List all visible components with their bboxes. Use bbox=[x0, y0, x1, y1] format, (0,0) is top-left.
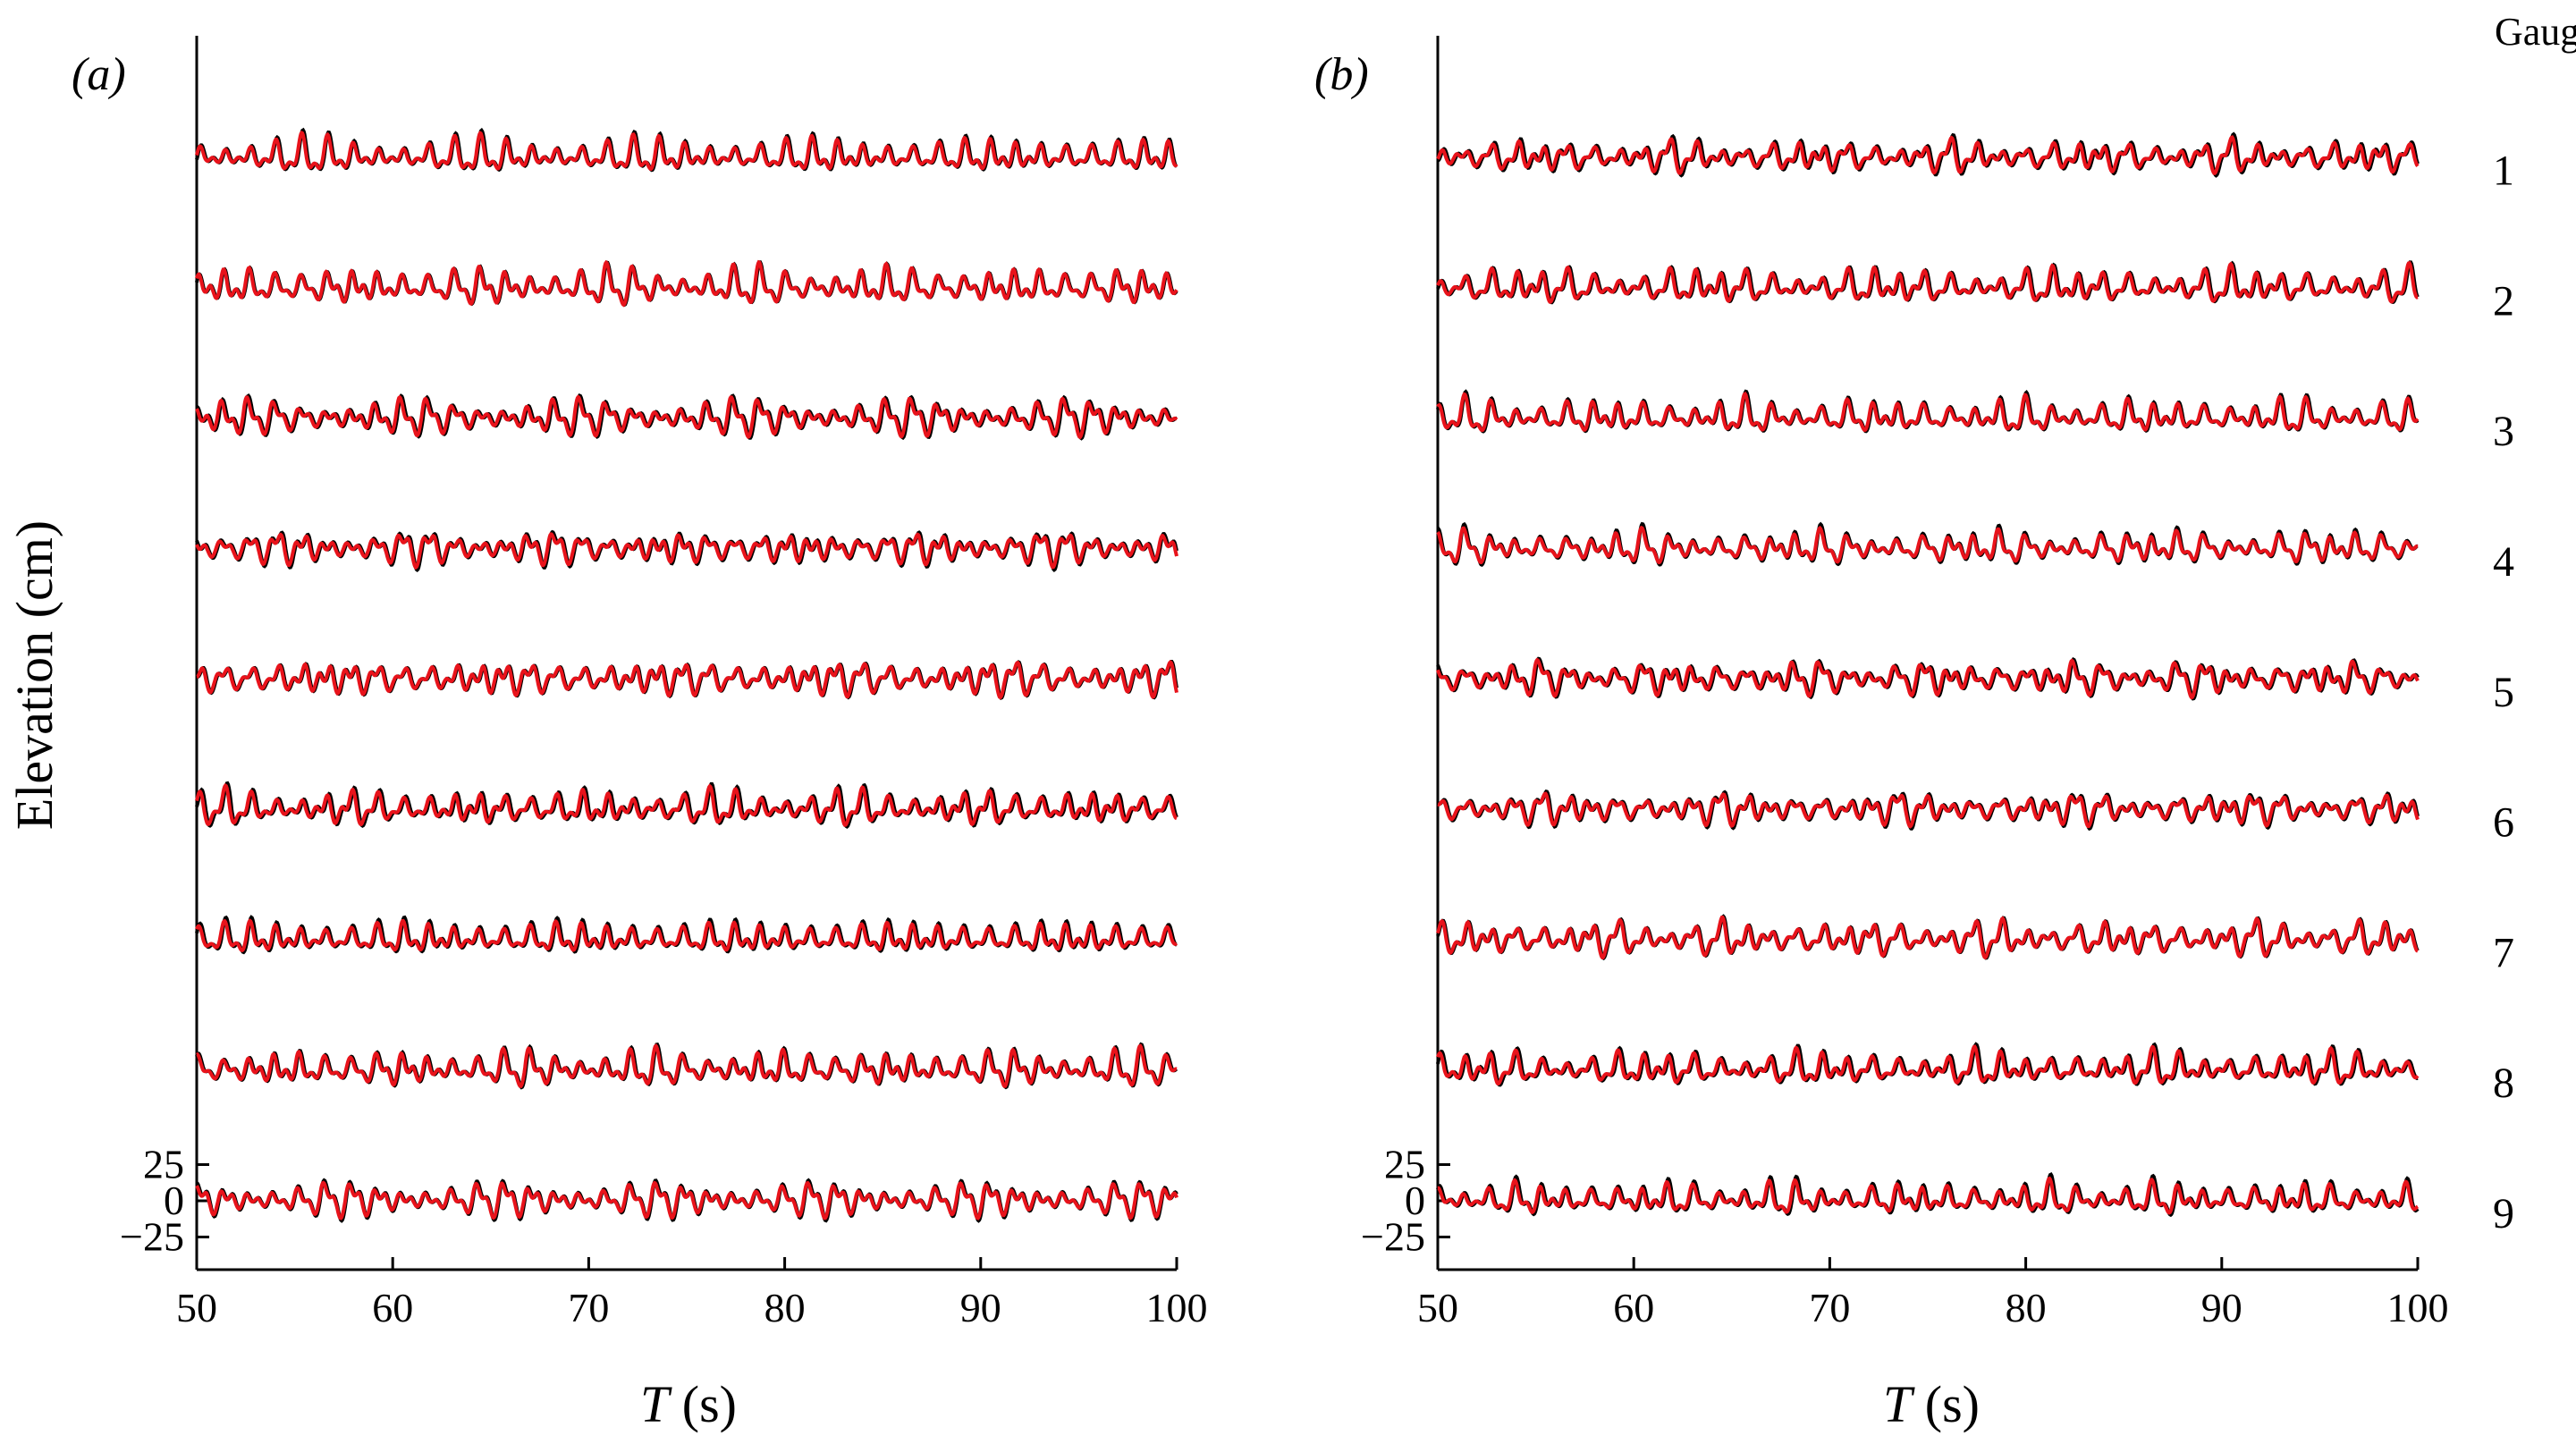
gauge-label: 1 bbox=[2493, 148, 2514, 195]
y-tick-label: −25 bbox=[1361, 1214, 1425, 1260]
panel-a: (a) 50 60 70 80 90 100 250−25 bbox=[72, 36, 1208, 1330]
simulated-series-gauge-9 bbox=[195, 1180, 1178, 1220]
simulated-series-gauge-5 bbox=[196, 659, 1178, 700]
simulated-series-gauge-7 bbox=[195, 918, 1178, 953]
simulated-series-gauge-8 bbox=[196, 1043, 1178, 1089]
y-tick-label: −25 bbox=[120, 1214, 184, 1260]
gauge-label: 5 bbox=[2493, 669, 2514, 716]
x-tick-label: 70 bbox=[568, 1285, 609, 1330]
x-tick-label: 70 bbox=[1809, 1285, 1850, 1330]
simulated-series-gauge-5 bbox=[1436, 657, 2420, 700]
x-axis-symbol: T bbox=[1883, 1375, 1915, 1433]
simulated-series-gauge-6 bbox=[1437, 791, 2420, 829]
x-axis-unit: (s) bbox=[1912, 1375, 1980, 1433]
gauge-label: 4 bbox=[2493, 538, 2514, 586]
simulated-series-gauge-4 bbox=[195, 532, 1178, 570]
x-tick-label: 50 bbox=[176, 1285, 217, 1330]
gauge-label: 6 bbox=[2493, 799, 2514, 847]
x-axis-symbol: T bbox=[640, 1375, 672, 1433]
x-tick-label: 80 bbox=[764, 1285, 806, 1330]
x-axis-title-b: T (s) bbox=[1883, 1375, 1980, 1433]
measured-series-gauge-7 bbox=[1436, 914, 2420, 961]
y-tick-label: 0 bbox=[164, 1178, 184, 1223]
gauge-labels: 1 2 3 4 5 6 7 8 9 bbox=[2493, 148, 2514, 1237]
gauge-label: 7 bbox=[2493, 929, 2514, 976]
panel-label: (a) bbox=[72, 49, 126, 100]
gauge-label: 3 bbox=[2493, 408, 2514, 455]
simulated-series-gauge-1 bbox=[1436, 135, 2420, 175]
gauge-label: 2 bbox=[2493, 277, 2514, 325]
gauge-label: 8 bbox=[2493, 1060, 2514, 1107]
simulated-series-gauge-2 bbox=[195, 259, 1178, 308]
simulated-series-gauge-1 bbox=[195, 130, 1178, 172]
y-tick-label: 0 bbox=[1405, 1178, 1425, 1223]
gauge-header: Gauge bbox=[2495, 10, 2576, 54]
simulated-series-gauge-3 bbox=[1436, 391, 2420, 433]
measured-series-gauge-3 bbox=[196, 393, 1178, 441]
simulated-series-gauge-6 bbox=[195, 782, 1178, 827]
gauge-label: 9 bbox=[2493, 1190, 2514, 1237]
y-axis-title: Elevation (cm) bbox=[5, 520, 63, 830]
x-axis-unit: (s) bbox=[669, 1375, 737, 1433]
x-tick-label: 100 bbox=[2387, 1285, 2449, 1330]
y-tick-label: 25 bbox=[1384, 1142, 1425, 1187]
x-tick-label: 90 bbox=[2201, 1285, 2242, 1330]
simulated-series-gauge-9 bbox=[1437, 1176, 2420, 1215]
x-tick-label: 60 bbox=[1613, 1285, 1654, 1330]
x-axis-title-a: T (s) bbox=[640, 1375, 737, 1433]
x-tick-label: 60 bbox=[372, 1285, 413, 1330]
panel-label: (b) bbox=[1314, 49, 1369, 100]
simulated-series-gauge-8 bbox=[1436, 1044, 2420, 1086]
x-tick-label: 80 bbox=[2006, 1285, 2047, 1330]
x-tick-label: 100 bbox=[1146, 1285, 1208, 1330]
simulated-series-gauge-2 bbox=[1436, 260, 2419, 304]
x-tick-label: 50 bbox=[1417, 1285, 1458, 1330]
x-tick-label: 90 bbox=[960, 1285, 1001, 1330]
simulated-series-gauge-3 bbox=[195, 394, 1178, 440]
panel-b: (b) 50 60 70 80 90 100 250−25 bbox=[1314, 36, 2449, 1330]
y-tick-label: 25 bbox=[143, 1142, 184, 1187]
simulated-series-gauge-7 bbox=[1436, 916, 2419, 960]
simulated-series-gauge-4 bbox=[1436, 525, 2419, 565]
